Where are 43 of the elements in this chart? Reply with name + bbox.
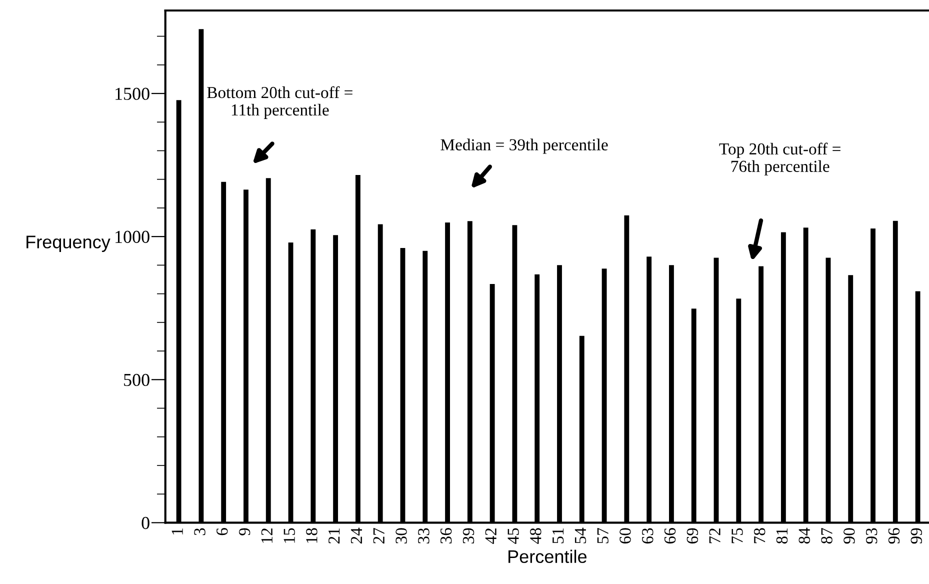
x-tick-label: 3 [194,528,206,536]
x-tick-label: 60 [620,528,631,544]
x-tick-label: 18 [306,528,318,543]
x-tick-label: 51 [552,528,564,544]
annotation: Median = 39th percentile [440,138,608,154]
y-tick-label: 1000 [116,230,150,243]
x-tick-label: 33 [418,528,430,544]
y-tick-label: 500 [124,374,150,386]
x-tick-label: 96 [888,528,900,544]
x-axis-title: Percentile [508,550,587,564]
x-tick-label: 99 [910,528,922,544]
x-tick-label: 48 [530,528,542,544]
x-tick-label: 63 [642,528,654,544]
x-tick-label: 9 [238,528,250,536]
y-tick-label: 0 [142,516,150,530]
annotation: Top 20th cut-off = 76th percentile [719,142,840,176]
x-tick-label: 81 [776,528,788,544]
x-tick-label: 72 [709,528,720,544]
annotation: Bottom 20th cut-off = 11th percentile [207,86,352,119]
x-tick-label: 78 [754,528,766,544]
x-tick-label: 30 [396,528,407,544]
x-tick-label: 12 [261,528,272,543]
x-tick-label: 57 [597,528,608,544]
y-axis-title: Frequency [26,236,110,252]
x-tick-label: 36 [440,528,452,544]
x-tick-label: 6 [216,528,228,536]
y-tick-label: 1500 [116,88,150,100]
x-tick-label: 45 [508,528,519,544]
x-tick-label: 84 [798,528,810,544]
x-tick-label: 39 [462,528,474,544]
x-tick-label: 93 [866,528,878,544]
x-tick-label: 90 [844,528,855,544]
x-tick-label: 1 [172,528,183,534]
x-tick-label: 54 [574,528,586,544]
x-tick-label: 27 [373,528,384,544]
x-tick-label: 24 [350,528,362,544]
x-tick-label: 87 [821,528,832,544]
x-tick-label: 75 [732,528,743,544]
x-tick-label: 69 [686,528,698,544]
x-tick-label: 66 [664,528,676,544]
x-tick-label: 21 [328,528,340,544]
x-tick-label: 42 [485,528,496,544]
x-tick-label: 15 [284,528,295,543]
